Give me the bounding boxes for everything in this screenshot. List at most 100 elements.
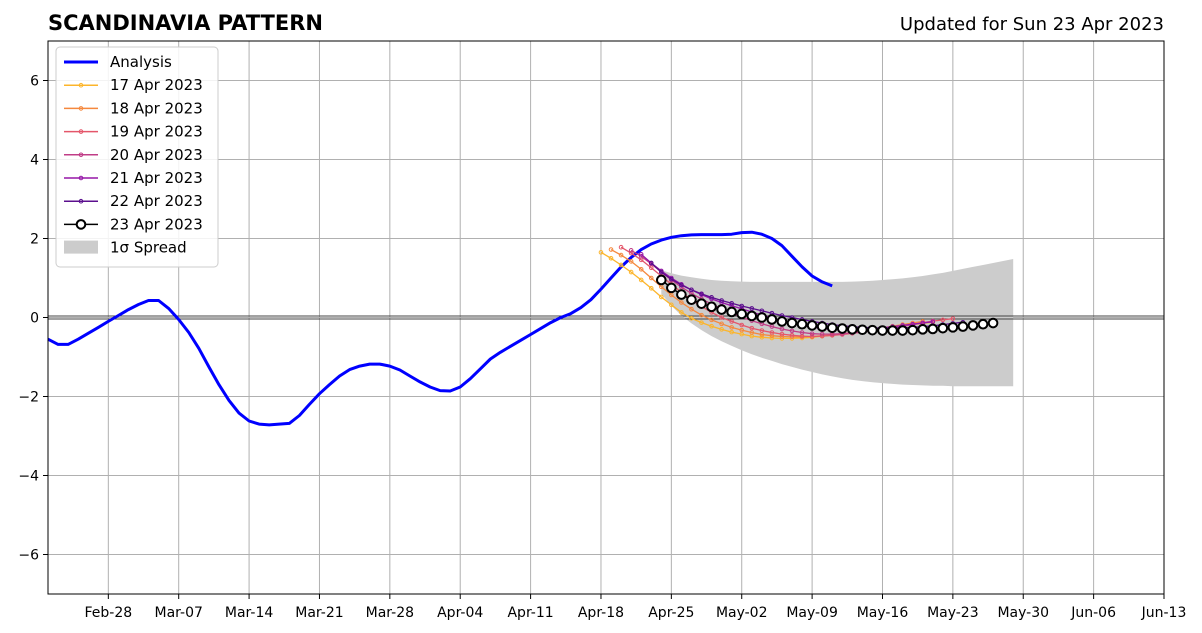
forecast-point: [709, 317, 714, 323]
x-tick-label: May-30: [997, 605, 1049, 621]
legend-label: 19 Apr 2023: [110, 123, 203, 141]
forecast-point: [756, 312, 768, 323]
forecast-point: [689, 315, 694, 321]
forecast-point: [729, 300, 734, 306]
plot-frame: [47, 40, 1165, 595]
forecast-point: [739, 322, 745, 328]
x-tick-label: Mar-28: [366, 605, 414, 621]
forecast-point: [598, 250, 604, 255]
zero-line-layer: [48, 315, 1164, 320]
x-tick-label: Apr-18: [578, 605, 624, 621]
legend-marker: [78, 129, 84, 134]
forecast-point: [749, 325, 755, 331]
forecast-point: [826, 322, 838, 334]
forecast-point: [779, 326, 785, 332]
forecast-point: [819, 331, 825, 337]
forecast-point: [769, 330, 775, 335]
forecast-point: [726, 306, 737, 318]
forecast-point: [719, 298, 724, 303]
x-tick-label: Apr-11: [507, 605, 553, 621]
x-tick-label: Mar-21: [295, 605, 343, 621]
forecast-point: [799, 330, 805, 335]
forecast-point: [689, 287, 694, 293]
series-layer: [47, 230, 999, 427]
forecast-point: [628, 250, 634, 256]
forecast-point: [957, 321, 969, 332]
forecast-point: [709, 295, 714, 300]
forecast-point: [907, 324, 918, 336]
forecast-point: [789, 332, 795, 338]
y-tick-label: −6: [18, 548, 39, 564]
forecast-point: [648, 260, 654, 266]
y-tick-label: 0: [30, 311, 39, 327]
forecast-point: [739, 327, 745, 333]
legend-label: 21 Apr 2023: [110, 169, 203, 187]
legend-label: 22 Apr 2023: [110, 192, 203, 210]
forecast-point: [816, 321, 828, 332]
forecast-point: [887, 325, 898, 336]
forecast-point: [759, 328, 765, 333]
y-tick-label: −2: [18, 390, 39, 406]
forecast-point: [686, 294, 697, 306]
forecast-point: [977, 318, 989, 330]
x-tick-label: May-09: [786, 605, 838, 621]
forecast-point: [746, 310, 758, 322]
forecast-point: [628, 248, 634, 253]
forecast-point: [608, 255, 614, 261]
legend-label: 18 Apr 2023: [110, 99, 203, 117]
forecast-point: [608, 247, 614, 252]
legend-box: [55, 46, 219, 268]
forecast-point: [618, 262, 624, 268]
x-tick-label: Jun-13: [1141, 605, 1187, 621]
legend-swatch: [64, 240, 98, 254]
forecast-point: [628, 259, 634, 264]
forecast-point: [836, 323, 848, 334]
forecast-point: [776, 316, 788, 327]
x-tick-label: Apr-25: [648, 605, 694, 621]
legend: Analysis 17 Apr 2023 18 Apr 2023 19 Apr 202…: [55, 46, 219, 268]
forecast-point: [638, 267, 644, 272]
x-tick-label: May-23: [927, 605, 979, 621]
forecast-point: [648, 275, 654, 281]
forecast-point: [618, 252, 624, 258]
forecast-point: [666, 282, 677, 294]
x-tick-label: Jun-06: [1070, 605, 1116, 621]
spread-layer: [661, 259, 1014, 387]
forecast-point: [786, 317, 798, 329]
axis-layer: Feb-28 Mar-07 Mar-14 Mar-21 Mar-28 Apr-04 Apr-…: [18, 40, 1187, 621]
forecast-point: [706, 301, 717, 313]
forecast-point: [779, 331, 785, 337]
analysis-line: [47, 230, 833, 427]
forecast-point: [947, 322, 959, 333]
forecast-point: [658, 294, 664, 300]
forecast-point: [679, 282, 684, 288]
forecast-point: [739, 303, 745, 309]
forecast-point: [618, 244, 624, 250]
forecast-point: [699, 291, 704, 297]
x-tick-label: Apr-04: [437, 605, 483, 621]
legend-label: 17 Apr 2023: [110, 76, 203, 94]
forecast-point: [628, 269, 634, 275]
forecast-point: [796, 318, 808, 330]
legend-marker: [75, 219, 87, 230]
legend-marker: [78, 198, 84, 204]
forecast-point: [679, 310, 684, 315]
forecast-point: [769, 324, 775, 329]
forecast-point: [658, 269, 664, 275]
forecast-point: [719, 315, 724, 320]
forecast-point: [766, 314, 778, 325]
x-tick-label: Feb-28: [84, 605, 132, 621]
forecast-point: [696, 298, 707, 309]
forecast-point: [809, 331, 815, 336]
forecast-point: [847, 324, 858, 335]
forecast-point: [699, 320, 704, 325]
forecast-point: [917, 324, 929, 335]
y-tick-label: 6: [30, 74, 39, 90]
y-tick-label: 4: [30, 153, 39, 169]
forecast-point: [699, 312, 704, 318]
forecast-point: [809, 334, 815, 339]
forecast-point: [716, 304, 727, 315]
y-tick-label: −4: [18, 469, 39, 485]
forecast-point: [940, 317, 946, 323]
